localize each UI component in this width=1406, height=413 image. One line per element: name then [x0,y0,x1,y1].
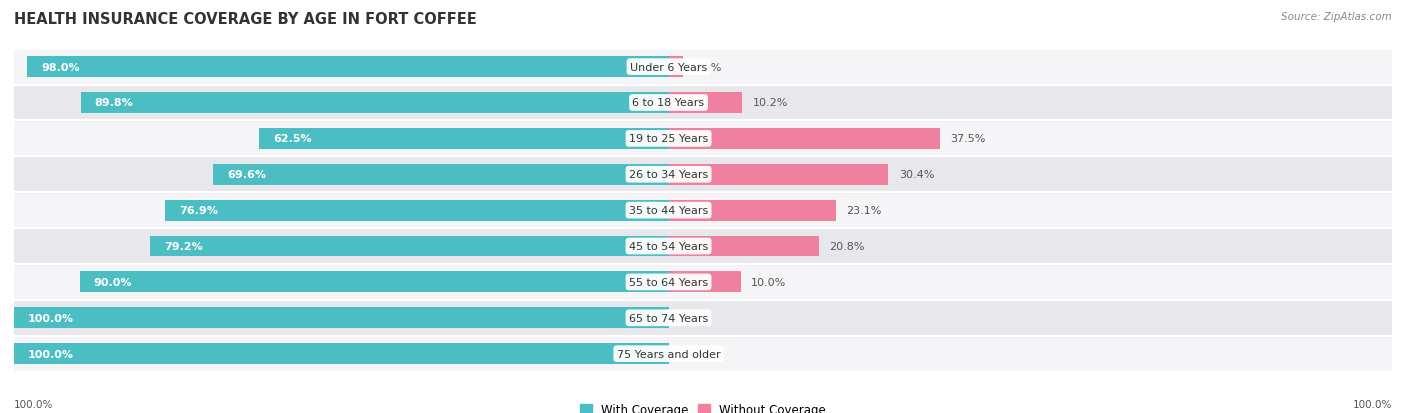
Text: 89.8%: 89.8% [94,98,134,108]
Bar [14,50,1392,85]
Text: 0.0%: 0.0% [679,349,707,359]
Bar [166,200,669,221]
Bar [14,344,669,364]
Text: Under 6 Years: Under 6 Years [630,62,707,72]
Text: 26 to 34 Years: 26 to 34 Years [628,170,709,180]
Text: 6 to 18 Years: 6 to 18 Years [633,98,704,108]
Text: 19 to 25 Years: 19 to 25 Years [628,134,709,144]
Legend: With Coverage, Without Coverage: With Coverage, Without Coverage [575,398,831,413]
Text: 37.5%: 37.5% [950,134,986,144]
Bar [14,336,1392,372]
Text: 69.6%: 69.6% [226,170,266,180]
Text: 35 to 44 Years: 35 to 44 Years [628,206,709,216]
Bar [260,129,669,150]
Text: 62.5%: 62.5% [273,134,312,144]
Bar [669,200,835,221]
Bar [14,193,1392,228]
Bar [14,264,1392,300]
Bar [80,93,669,114]
Text: 100.0%: 100.0% [14,399,53,409]
Text: 2.0%: 2.0% [693,62,721,72]
Text: 90.0%: 90.0% [93,277,132,287]
Text: 20.8%: 20.8% [830,242,865,252]
Text: 76.9%: 76.9% [179,206,218,216]
Bar [669,272,741,292]
Text: 100.0%: 100.0% [28,313,75,323]
Bar [669,93,742,114]
Text: Source: ZipAtlas.com: Source: ZipAtlas.com [1281,12,1392,22]
Text: 55 to 64 Years: 55 to 64 Years [628,277,709,287]
Text: HEALTH INSURANCE COVERAGE BY AGE IN FORT COFFEE: HEALTH INSURANCE COVERAGE BY AGE IN FORT… [14,12,477,27]
Text: 0.0%: 0.0% [679,313,707,323]
Text: 100.0%: 100.0% [1353,399,1392,409]
Text: 23.1%: 23.1% [846,206,882,216]
Bar [14,300,1392,336]
Text: 10.2%: 10.2% [752,98,787,108]
Bar [14,308,669,328]
Bar [14,85,1392,121]
Text: 30.4%: 30.4% [898,170,934,180]
Text: 100.0%: 100.0% [28,349,75,359]
Bar [80,272,669,292]
Bar [14,121,1392,157]
Bar [214,164,669,185]
Bar [669,164,889,185]
Text: 10.0%: 10.0% [751,277,786,287]
Text: 75 Years and older: 75 Years and older [617,349,720,359]
Bar [669,236,820,257]
Bar [669,129,939,150]
Bar [669,57,683,78]
Text: 45 to 54 Years: 45 to 54 Years [628,242,709,252]
Text: 98.0%: 98.0% [41,62,80,72]
Bar [150,236,669,257]
Bar [14,157,1392,193]
Bar [14,228,1392,264]
Bar [27,57,669,78]
Text: 79.2%: 79.2% [165,242,202,252]
Text: 65 to 74 Years: 65 to 74 Years [628,313,709,323]
